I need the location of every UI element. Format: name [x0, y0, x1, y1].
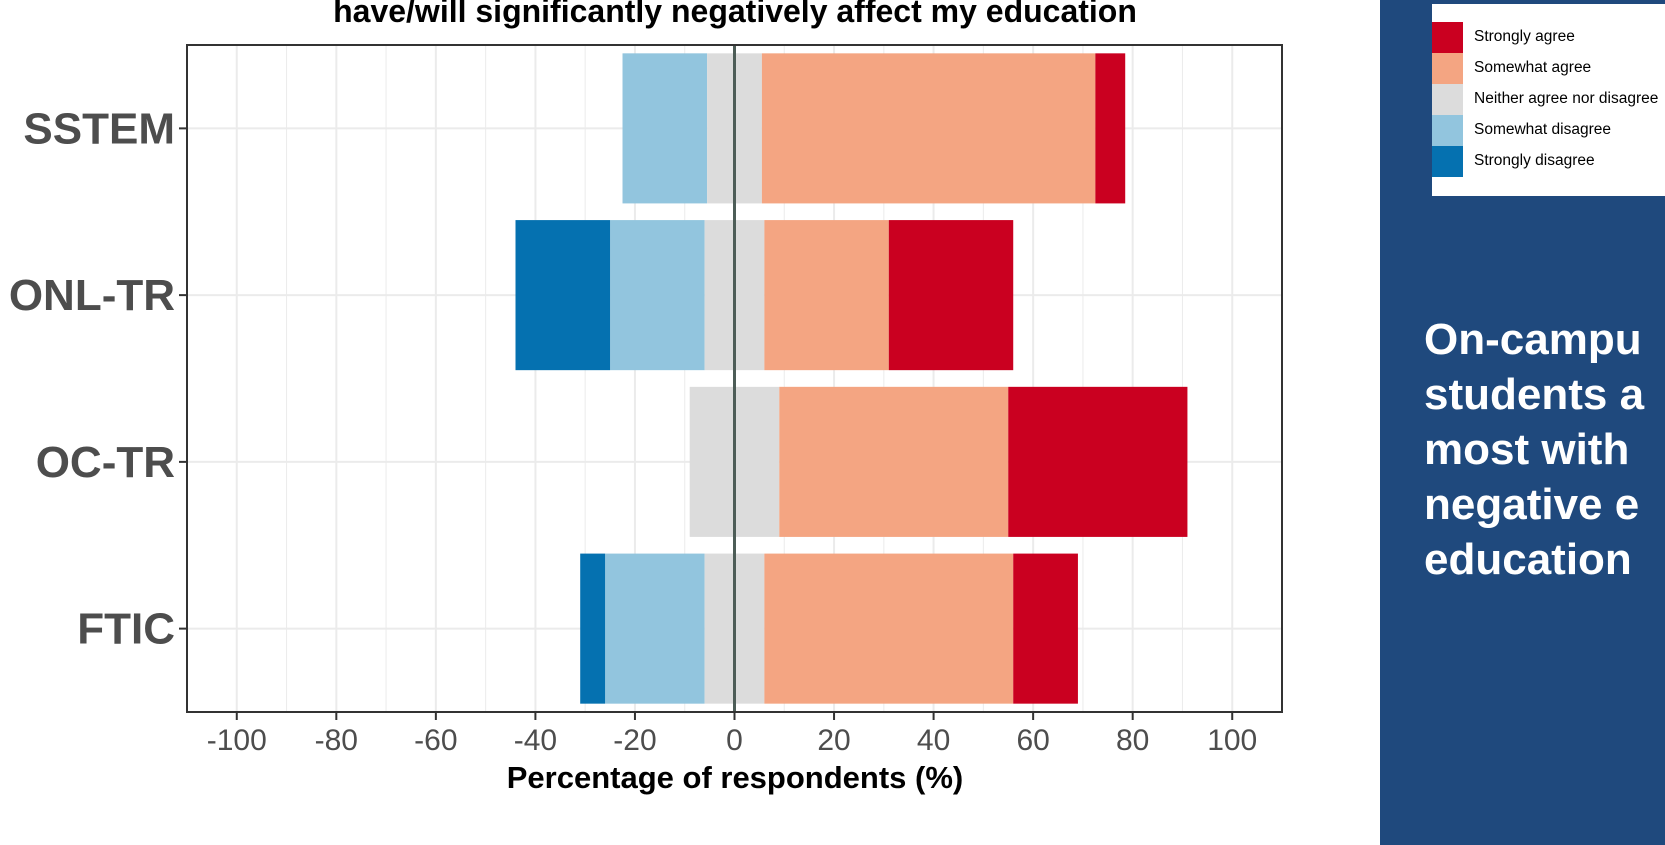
bar-somewhat-agree: [761, 53, 1096, 204]
legend-label: Strongly agree: [1474, 28, 1575, 45]
bar-somewhat-disagree: [605, 553, 705, 704]
legend-swatch: [1432, 146, 1463, 177]
legend-item: Somewhat agree: [1432, 53, 1665, 85]
legend-label: Somewhat disagree: [1474, 121, 1611, 138]
chart: have/will significantly negatively affec…: [9, 0, 1283, 795]
headline-line: On-campu: [1424, 315, 1642, 364]
legend-swatch: [1432, 115, 1463, 146]
legend: Strongly agree Somewhat agree Neither agre…: [1432, 4, 1665, 196]
category-label: OC-TR: [36, 438, 175, 487]
bar-somewhat-agree: [764, 220, 889, 371]
legend-label: Somewhat agree: [1474, 59, 1592, 76]
headline-line: most with: [1424, 425, 1630, 474]
x-tick-label: -40: [514, 724, 557, 757]
bar-somewhat-agree: [779, 386, 1009, 537]
legend-swatch: [1432, 84, 1463, 115]
side-panel: Strongly agree Somewhat agree Neither agre…: [1380, 0, 1665, 845]
bar-somewhat-disagree: [622, 53, 708, 204]
legend-item: Neither agree nor disagree: [1432, 84, 1665, 116]
chart-title: have/will significantly negatively affec…: [333, 0, 1137, 29]
legend-swatch: [1432, 53, 1463, 84]
bar-strongly-agree: [1008, 386, 1188, 537]
y-axis-labels: SSTEM ONL-TR OC-TR FTIC: [9, 104, 187, 654]
x-tick-label: -100: [207, 724, 267, 757]
headline-line: students a: [1424, 370, 1645, 419]
x-tick-label: -60: [414, 724, 457, 757]
category-label: SSTEM: [23, 104, 175, 153]
bar-strongly-disagree: [515, 220, 611, 371]
x-tick-label: 0: [726, 724, 743, 757]
headline: On-campu students a most with negative e edu…: [1424, 312, 1665, 587]
bar-strongly-agree: [1095, 53, 1126, 204]
bar-somewhat-disagree: [610, 220, 705, 371]
category-label: ONL-TR: [9, 271, 175, 320]
legend-swatch: [1432, 22, 1463, 53]
legend-item: Somewhat disagree: [1432, 115, 1665, 147]
x-tick-label: 60: [1016, 724, 1049, 757]
x-tick-label: 100: [1207, 724, 1257, 757]
x-tick-label: 40: [917, 724, 950, 757]
x-axis-label: Percentage of respondents (%): [507, 760, 963, 795]
category-label: FTIC: [77, 605, 175, 654]
headline-line: negative e: [1424, 480, 1640, 529]
x-tick-label: -20: [613, 724, 656, 757]
bar-strongly-disagree: [580, 553, 606, 704]
legend-item: Strongly disagree: [1432, 146, 1665, 178]
bar-strongly-agree: [1013, 553, 1078, 704]
legend-label: Neither agree nor disagree: [1474, 90, 1659, 107]
bars: [515, 53, 1188, 704]
x-tick-label: 20: [817, 724, 850, 757]
legend-item: Strongly agree: [1432, 22, 1665, 54]
bar-somewhat-agree: [764, 553, 1014, 704]
legend-label: Strongly disagree: [1474, 152, 1595, 169]
x-tick-label: 80: [1116, 724, 1149, 757]
x-tick-label: -80: [315, 724, 358, 757]
headline-line: education: [1424, 535, 1632, 584]
x-axis-ticks: -100 -80 -60 -40 -20 0 20 40 60 80 100: [207, 712, 1257, 757]
bar-strongly-agree: [888, 220, 1014, 371]
